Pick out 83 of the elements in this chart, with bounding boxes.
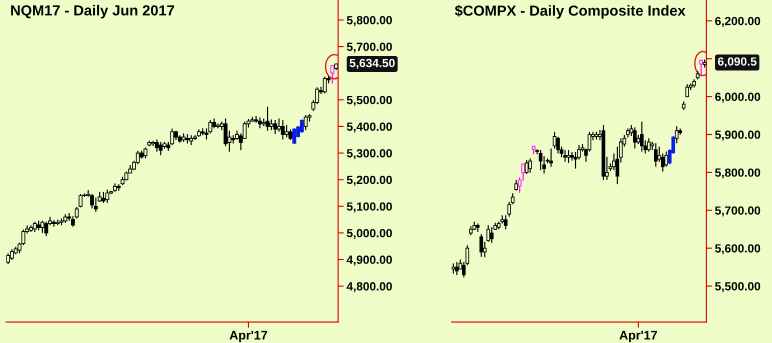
candlestick xyxy=(518,176,522,194)
candlestick xyxy=(288,128,292,141)
candlestick xyxy=(322,76,327,94)
candlestick xyxy=(514,179,518,192)
candlestick xyxy=(36,220,41,231)
candlestick xyxy=(44,221,48,237)
candlestick xyxy=(699,58,703,77)
candlestick xyxy=(685,84,689,98)
candlestick xyxy=(266,106,270,132)
candlestick xyxy=(277,118,281,132)
y-tick-label: 5,300.00 xyxy=(346,149,392,160)
y-tick-label: 5,400.00 xyxy=(346,122,392,133)
candlestick xyxy=(455,261,459,276)
candlestick xyxy=(556,136,560,154)
candlestick xyxy=(304,114,308,131)
candlestick xyxy=(640,121,644,152)
candlestick xyxy=(6,252,10,265)
candlestick xyxy=(94,196,98,212)
candlestick xyxy=(32,221,37,232)
candlestick xyxy=(144,146,148,159)
candlestick xyxy=(452,262,456,274)
candlestick xyxy=(479,234,484,258)
candlestick xyxy=(174,130,178,141)
y-tick-label: 5,100.00 xyxy=(346,202,392,212)
candlestick xyxy=(231,134,236,144)
candlestick xyxy=(664,151,668,168)
text: 5,634.50 xyxy=(350,58,395,69)
candlestick xyxy=(292,128,296,145)
candlestick xyxy=(212,118,216,129)
chart-title: NQM17 - Daily Jun 2017 xyxy=(11,4,174,18)
candlestick xyxy=(563,149,567,162)
candlestick xyxy=(636,134,640,145)
y-tick-label: 5,700.00 xyxy=(715,206,760,216)
candlestick xyxy=(469,226,473,236)
candlestick xyxy=(273,119,278,135)
candlestick xyxy=(90,193,94,209)
y-tick-label: 5,500.00 xyxy=(715,282,760,292)
candlestick xyxy=(185,134,190,144)
candlestick xyxy=(78,193,83,208)
candlestick xyxy=(674,126,679,144)
y-tick-label: 5,500.00 xyxy=(346,96,392,106)
candlestick xyxy=(538,149,542,171)
candlestick xyxy=(284,124,289,138)
candlestick xyxy=(654,142,658,168)
y-tick-label: 5,000.00 xyxy=(346,228,392,240)
candlestick xyxy=(158,141,163,156)
candlestick xyxy=(566,149,570,164)
candlestick xyxy=(633,126,637,150)
text: 6,090.5 xyxy=(718,57,757,68)
candlestick xyxy=(300,118,304,134)
y-tick-label: 5,200.00 xyxy=(346,176,392,186)
x-tick-label: Apr'17 xyxy=(619,330,657,342)
candlestick xyxy=(528,158,532,174)
candlestick xyxy=(626,128,630,138)
y-tick-label: 5,800.00 xyxy=(346,16,392,26)
y-tick-label: 6,200.00 xyxy=(715,16,760,27)
candlestick xyxy=(486,224,490,242)
x-tick-label: Apr'17 xyxy=(230,330,268,342)
candlestick xyxy=(330,64,334,84)
candlestick xyxy=(262,118,266,127)
candlestick xyxy=(504,214,508,230)
candlestick xyxy=(102,191,106,204)
candlestick xyxy=(524,159,528,174)
candlestick xyxy=(269,118,274,131)
candlestick xyxy=(40,220,44,234)
y-tick-label: 4,800.00 xyxy=(346,282,392,292)
candlestick xyxy=(258,116,262,129)
y-tick-label: 5,600.00 xyxy=(715,244,760,254)
y-tick-label: 4,900.00 xyxy=(346,256,392,266)
y-tick-label: 6,000.00 xyxy=(715,92,760,103)
candlestick xyxy=(549,148,553,168)
candlestick xyxy=(154,138,159,152)
candlestick xyxy=(646,138,651,152)
candlestick xyxy=(280,119,285,140)
candlestick xyxy=(105,188,110,204)
y-tick-label: 5,900.00 xyxy=(715,130,760,141)
candlestick xyxy=(116,184,121,192)
y-tick-label: 5,800.00 xyxy=(715,168,760,179)
candlestick xyxy=(189,134,194,146)
candlestick xyxy=(490,226,494,244)
candlestick xyxy=(10,248,14,261)
y-tick-label: 5,700.00 xyxy=(346,42,392,53)
chart-title: $COMPX - Daily Composite Index xyxy=(454,4,686,19)
